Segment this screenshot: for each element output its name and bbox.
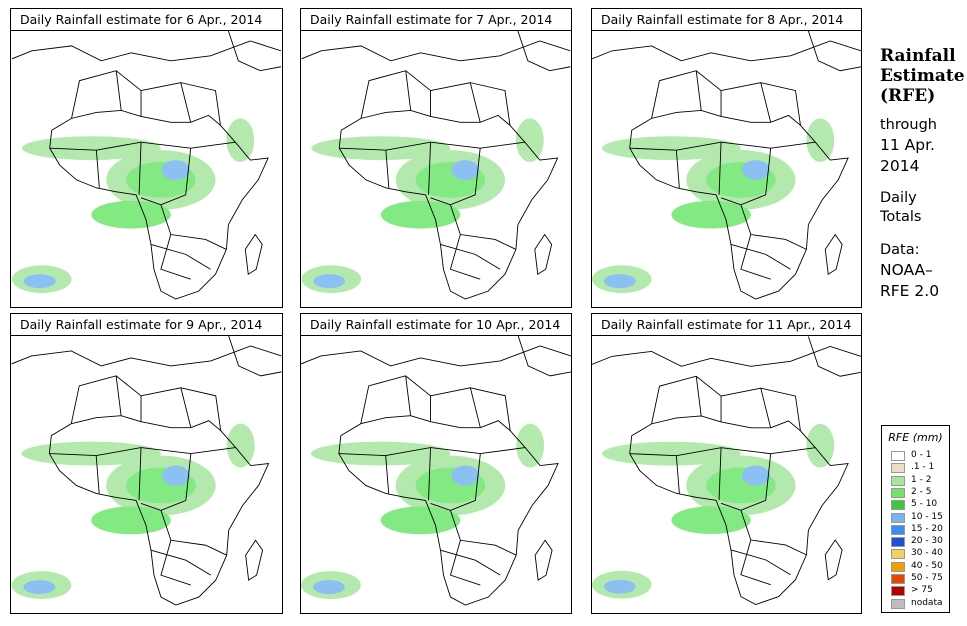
totals-label: Totals <box>880 209 922 225</box>
legend-label: 2 - 5 <box>911 486 932 497</box>
africa-rainfall-map <box>301 31 571 307</box>
legend-label: 40 - 50 <box>911 560 943 571</box>
legend-swatch <box>891 512 905 523</box>
legend-swatch <box>891 524 905 535</box>
data-source: NOAA– <box>880 261 933 279</box>
legend-swatch <box>891 463 905 474</box>
product-info: Rainfall Estimate (RFE) through 11 Apr. … <box>880 46 966 302</box>
daily-label: Daily <box>880 190 917 206</box>
legend-item: 50 - 75 <box>891 573 951 585</box>
data-label: Data: <box>880 242 920 258</box>
africa-rainfall-map <box>592 31 861 307</box>
legend-item: 2 - 5 <box>891 486 951 499</box>
legend-item: 30 - 40 <box>891 548 951 560</box>
legend-item: 5 - 10 <box>891 499 951 511</box>
panel-title: Daily Rainfall estimate for 10 Apr., 201… <box>301 314 571 336</box>
legend-item: 20 - 30 <box>891 536 951 548</box>
legend-label: 10 - 15 <box>911 511 943 522</box>
end-year: 2014 <box>880 157 920 175</box>
legend-item: 15 - 20 <box>891 523 951 536</box>
rainfall-map-panel: Daily Rainfall estimate for 10 Apr., 201… <box>300 313 572 614</box>
legend-swatch <box>891 549 905 560</box>
panel-title: Daily Rainfall estimate for 8 Apr., 2014 <box>592 9 861 31</box>
legend-label: > 75 <box>911 585 933 596</box>
panel-title: Daily Rainfall estimate for 11 Apr., 201… <box>592 314 861 336</box>
legend-item: .1 - 1 <box>891 462 951 474</box>
legend-label: 15 - 20 <box>911 523 943 534</box>
heading-line: (RFE) <box>880 86 936 106</box>
legend-swatch <box>891 475 905 486</box>
panel-title: Daily Rainfall estimate for 9 Apr., 2014 <box>11 314 282 336</box>
africa-rainfall-map <box>11 336 282 613</box>
legend-label: 20 - 30 <box>911 536 943 547</box>
legend-swatch <box>891 537 905 548</box>
legend-label: 30 - 40 <box>911 548 943 559</box>
legend-item: 1 - 2 <box>891 474 951 487</box>
legend-item: nodata <box>891 597 951 610</box>
legend-label: 50 - 75 <box>911 573 943 583</box>
legend-label: .1 - 1 <box>911 462 935 473</box>
legend-item: 40 - 50 <box>891 560 951 573</box>
panel-title: Daily Rainfall estimate for 6 Apr., 2014 <box>11 9 282 31</box>
legend-swatch <box>891 574 905 584</box>
data-source: RFE 2.0 <box>880 282 940 300</box>
panel-title: Daily Rainfall estimate for 7 Apr., 2014 <box>301 9 571 31</box>
legend-swatch <box>891 561 905 572</box>
end-date: 11 Apr. <box>880 136 935 154</box>
legend-item: 0 - 1 <box>891 450 951 462</box>
rainfall-map-panel: Daily Rainfall estimate for 9 Apr., 2014 <box>10 313 283 614</box>
legend-swatch <box>891 487 905 498</box>
legend-swatch <box>891 586 905 597</box>
through-label: through <box>880 117 937 133</box>
africa-rainfall-map <box>592 336 861 613</box>
heading-line: Estimate <box>880 66 965 86</box>
rainfall-map-panel: Daily Rainfall estimate for 11 Apr., 201… <box>591 313 862 614</box>
legend-label: 5 - 10 <box>911 499 938 510</box>
legend-swatch <box>891 598 905 609</box>
africa-rainfall-map <box>11 31 282 307</box>
legend-swatch <box>891 451 905 461</box>
legend-label: 0 - 1 <box>911 450 932 460</box>
legend-swatch <box>891 500 905 511</box>
legend-label: 1 - 2 <box>911 474 932 485</box>
heading-line: Rainfall <box>880 46 956 66</box>
rainfall-map-panel: Daily Rainfall estimate for 7 Apr., 2014 <box>300 8 572 308</box>
legend-title: RFE (mm) <box>888 431 943 444</box>
rainfall-map-panel: Daily Rainfall estimate for 8 Apr., 2014 <box>591 8 862 308</box>
rainfall-map-panel: Daily Rainfall estimate for 6 Apr., 2014 <box>10 8 283 308</box>
legend-label: nodata <box>911 597 943 608</box>
legend-item: > 75 <box>891 585 951 597</box>
legend-item: 10 - 15 <box>891 511 951 524</box>
africa-rainfall-map <box>301 336 571 613</box>
